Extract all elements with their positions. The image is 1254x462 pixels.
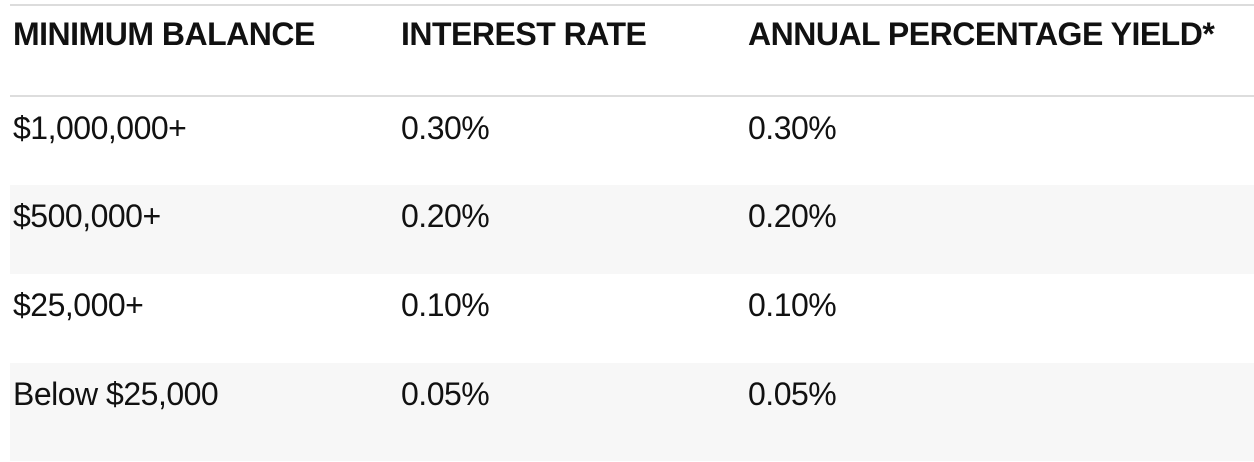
column-header-annual-percentage-yield: ANNUAL PERCENTAGE YIELD* <box>745 5 1254 97</box>
cell-apy: 0.30% <box>748 110 837 146</box>
table-row: Below $25,000 0.05% 0.05% <box>10 363 1254 461</box>
cell-interest-rate: 0.05% <box>401 376 490 412</box>
cell-apy: 0.05% <box>748 376 837 412</box>
rates-table-body: $1,000,000+ 0.30% 0.30% $500,000+ 0.20% … <box>10 96 1254 461</box>
column-header-minimum-balance: MINIMUM BALANCE <box>10 5 398 97</box>
cell-interest-rate: 0.30% <box>401 110 490 146</box>
cell-minimum-balance: Below $25,000 <box>13 376 219 412</box>
table-row: $1,000,000+ 0.30% 0.30% <box>10 96 1254 185</box>
table-row: $500,000+ 0.20% 0.20% <box>10 185 1254 274</box>
table-row: $25,000+ 0.10% 0.10% <box>10 274 1254 363</box>
header-row: MINIMUM BALANCE INTEREST RATE ANNUAL PER… <box>10 5 1254 97</box>
rates-table-header: MINIMUM BALANCE INTEREST RATE ANNUAL PER… <box>10 5 1254 97</box>
cell-apy: 0.10% <box>748 287 837 323</box>
cell-minimum-balance: $500,000+ <box>13 198 161 234</box>
cell-apy: 0.20% <box>748 198 837 234</box>
cell-minimum-balance: $25,000+ <box>13 287 144 323</box>
cell-interest-rate: 0.10% <box>401 287 490 323</box>
cell-minimum-balance: $1,000,000+ <box>13 110 187 146</box>
cell-interest-rate: 0.20% <box>401 198 490 234</box>
rates-table: MINIMUM BALANCE INTEREST RATE ANNUAL PER… <box>10 4 1254 461</box>
column-header-interest-rate: INTEREST RATE <box>398 5 745 97</box>
